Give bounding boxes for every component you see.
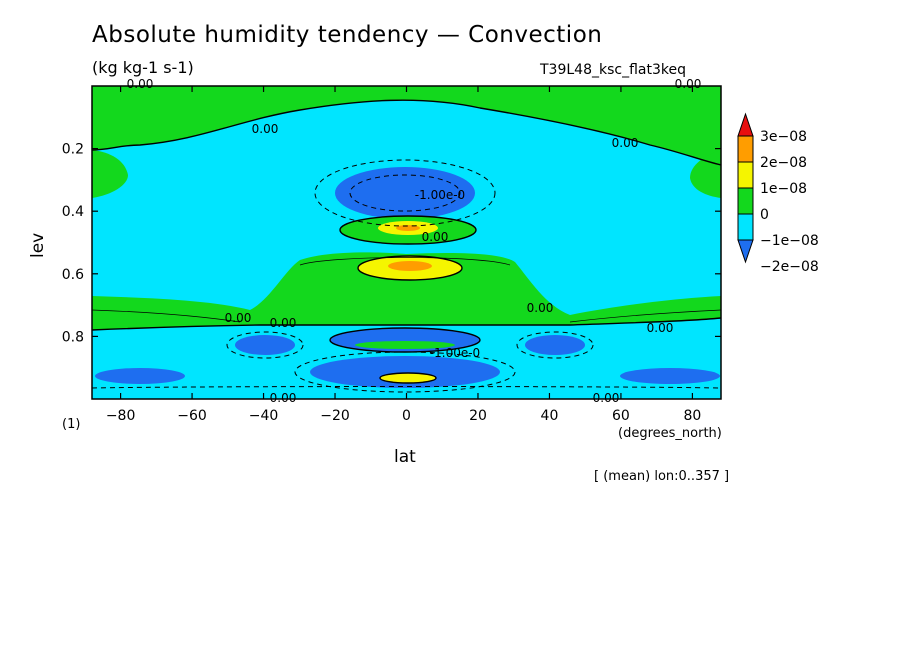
contour-label: 0.00 <box>127 77 154 91</box>
contour-label: 0.00 <box>252 122 279 136</box>
colorbar-label: −1e−08 <box>760 233 819 249</box>
colorbar: 3e−08 2e−08 1e−08 0 −1e−08 −2e−08 <box>737 112 819 275</box>
x-axis: −80 −60 −40 −20 0 20 40 60 80 <box>106 86 701 424</box>
y-tick-label: 0.6 <box>62 267 84 283</box>
chart-title: Absolute humidity tendency — Convection <box>92 22 603 48</box>
contour-label: -1.00e-0 <box>430 346 480 360</box>
averaging-note: [ (mean) lon:0..357 ] <box>594 469 730 484</box>
contour-label: 0.00 <box>527 301 554 315</box>
figure-number: (1) <box>62 417 81 432</box>
colorbar-label: 3e−08 <box>760 129 807 145</box>
x-tick-label: 40 <box>541 408 559 424</box>
contour-labels: 0.00 0.00 0.00 0.00 0.00 0.00 0.00 0.00 0.00 0.00… <box>127 77 702 405</box>
region-blue-lower-right <box>525 335 585 355</box>
region-orange-lens <box>396 225 420 231</box>
contour-label: 0.00 <box>647 321 674 335</box>
colorbar-swatch <box>737 161 754 189</box>
region-blue-upper <box>335 167 475 219</box>
region-green-band-lower <box>355 341 455 349</box>
colorbar-swatch <box>737 135 754 163</box>
colorbar-label: 1e−08 <box>760 181 807 197</box>
y-tick-label: 0.4 <box>62 204 84 220</box>
contour-label: 0.00 <box>675 77 702 91</box>
contour-label: -1.00e-0 <box>415 188 465 202</box>
contour-label: 0.00 <box>422 230 449 244</box>
colorbar-swatch <box>737 187 754 215</box>
x-tick-label: −60 <box>177 408 207 424</box>
colorbar-swatch <box>737 213 754 241</box>
x-tick-label: 0 <box>402 408 411 424</box>
filled-contours <box>92 86 721 399</box>
x-axis-title: lat <box>394 447 416 467</box>
y-tick-label: 0.8 <box>62 329 84 345</box>
run-label: T39L48_ksc_flat3keq <box>540 62 686 78</box>
chart-units: (kg kg-1 s-1) <box>92 58 194 77</box>
x-tick-label: 20 <box>469 408 487 424</box>
x-axis-units: (degrees_north) <box>618 426 722 441</box>
region-yellow-bottom <box>380 373 436 383</box>
negative-contours <box>92 159 721 393</box>
x-tick-label: −40 <box>249 408 279 424</box>
colorbar-label: 0 <box>760 207 769 223</box>
contour-label: 0.00 <box>270 391 297 405</box>
y-tick-label: 0.2 <box>62 142 84 158</box>
contour-lines <box>92 99 721 384</box>
colorbar-label: 2e−08 <box>760 155 807 171</box>
y-axis: 0.2 0.4 0.6 0.8 <box>62 142 721 345</box>
contour-label: 0.00 <box>612 136 639 150</box>
x-tick-label: 60 <box>612 408 630 424</box>
colorbar-label: −2e−08 <box>760 259 819 275</box>
region-orange-mid <box>388 261 432 271</box>
region-polar-green-left <box>92 150 128 198</box>
colorbar-extend-bottom <box>737 239 754 264</box>
region-lower-green <box>92 252 721 330</box>
x-tick-label: −20 <box>320 408 350 424</box>
contour-label: 0.00 <box>225 311 252 325</box>
region-blue-polar-left <box>95 368 185 384</box>
positive-thin-contours <box>92 257 721 323</box>
contour-label: 0.00 <box>593 391 620 405</box>
y-axis-title: lev <box>28 232 48 258</box>
x-tick-label: 80 <box>683 408 701 424</box>
contour-label: 0.00 <box>270 316 297 330</box>
region-polar-green-right <box>690 150 721 198</box>
region-blue-lower-left <box>235 335 295 355</box>
colorbar-extend-top <box>737 112 754 137</box>
x-tick-label: −80 <box>106 408 136 424</box>
region-blue-polar-right <box>620 368 720 384</box>
region-blue-lower-b <box>310 356 500 388</box>
